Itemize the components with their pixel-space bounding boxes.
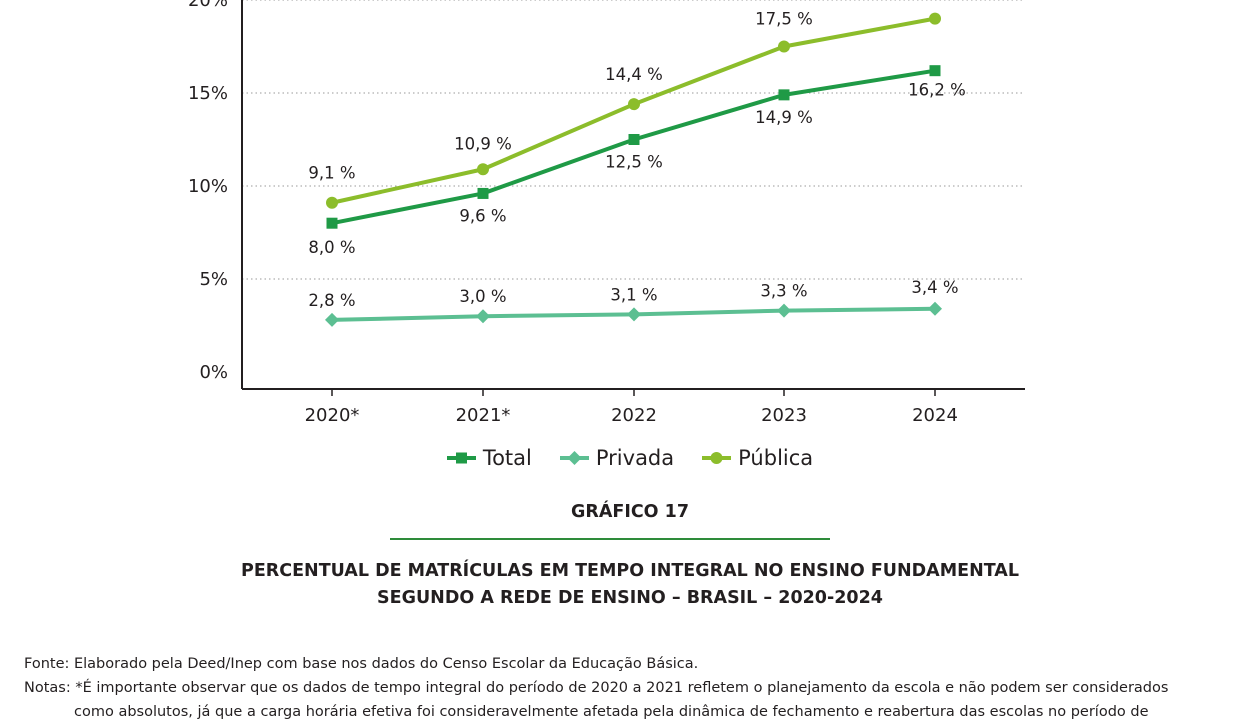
- data-label-total: 16,2 %: [908, 81, 966, 100]
- x-tick-label: 2023: [761, 405, 807, 426]
- data-label-privada: 3,0 %: [459, 287, 506, 306]
- notes-line-1: Notas: *É importante observar que os dad…: [24, 680, 1169, 696]
- legend-label: Total: [482, 446, 532, 470]
- data-point-pblica: [929, 12, 941, 25]
- legend-swatch: [559, 451, 589, 465]
- series-line-total: [331, 68, 936, 226]
- source-note: Fonte: Elaborado pela Deed/Inep com base…: [24, 656, 699, 672]
- y-tick-label: 5%: [199, 269, 228, 290]
- data-label-total: 8,0 %: [308, 238, 355, 257]
- data-point-total: [929, 65, 941, 77]
- data-point-pblica: [477, 163, 489, 176]
- data-label-privada: 2,8 %: [308, 291, 355, 310]
- x-tick-label: 2021*: [456, 405, 511, 426]
- data-point-pblica: [628, 98, 640, 111]
- data-point-pblica: [778, 40, 790, 53]
- data-label-total: 12,5 %: [605, 153, 663, 172]
- data-label-privada: 3,4 %: [911, 278, 958, 297]
- data-point-total: [477, 187, 489, 199]
- figure-title: PERCENTUAL DE MATRÍCULAS EM TEMPO INTEGR…: [0, 558, 1260, 612]
- legend-swatch: [446, 452, 476, 464]
- legend-item-privada: Privada: [559, 446, 675, 470]
- data-label-privada: 3,1 %: [610, 285, 657, 304]
- data-point-total: [778, 89, 790, 101]
- figure-title-line-2: SEGUNDO A REDE DE ENSINO – BRASIL – 2020…: [377, 588, 883, 608]
- notes-line-2: como absolutos, já que a carga horária e…: [74, 704, 1149, 720]
- caption-divider: [390, 538, 830, 540]
- legend-item-pblica: Pública: [702, 446, 813, 470]
- legend-swatch: [702, 452, 732, 464]
- data-label-total: 9,6 %: [459, 206, 506, 225]
- data-point-total: [628, 134, 640, 145]
- data-label-pblica: 14,4 %: [605, 65, 663, 84]
- legend-item-total: Total: [446, 446, 532, 470]
- footnotes: Fonte: Elaborado pela Deed/Inep com base…: [24, 652, 1244, 724]
- y-tick-label: 0%: [199, 362, 228, 383]
- series-line-pblica: [331, 16, 936, 205]
- chart-legend: Total Privada Pública: [0, 446, 1260, 474]
- line-chart: 0% 5% 10% 15% 20% 2020* 2021* 2022 2023 2024 8,0 %…: [188, 0, 1025, 426]
- x-tick-label: 2022: [611, 405, 657, 426]
- data-point-total: [326, 217, 338, 229]
- y-tick-label: 15%: [188, 83, 228, 104]
- data-label-privada: 3,3 %: [760, 282, 807, 301]
- data-point-privada: [627, 307, 641, 322]
- x-tick-label: 2024: [912, 405, 958, 426]
- y-tick-label: 20%: [188, 0, 228, 11]
- data-label-pblica: 17,5 %: [755, 10, 813, 29]
- data-point-privada: [325, 312, 339, 327]
- x-tick-label: 2020*: [305, 405, 360, 426]
- figure-title-line-1: PERCENTUAL DE MATRÍCULAS EM TEMPO INTEGR…: [241, 561, 1019, 581]
- data-label-pblica: 10,9 %: [454, 134, 512, 153]
- figure-label: GRÁFICO 17: [570, 502, 689, 522]
- legend-label: Pública: [738, 446, 814, 470]
- data-label-pblica: 9,1 %: [308, 164, 355, 183]
- legend-label: Privada: [595, 446, 675, 470]
- data-label-total: 14,9 %: [755, 108, 813, 127]
- y-tick-label: 10%: [188, 176, 228, 197]
- data-point-pblica: [326, 196, 338, 209]
- data-point-privada: [476, 309, 490, 324]
- data-point-privada: [928, 301, 942, 316]
- data-point-privada: [777, 303, 791, 318]
